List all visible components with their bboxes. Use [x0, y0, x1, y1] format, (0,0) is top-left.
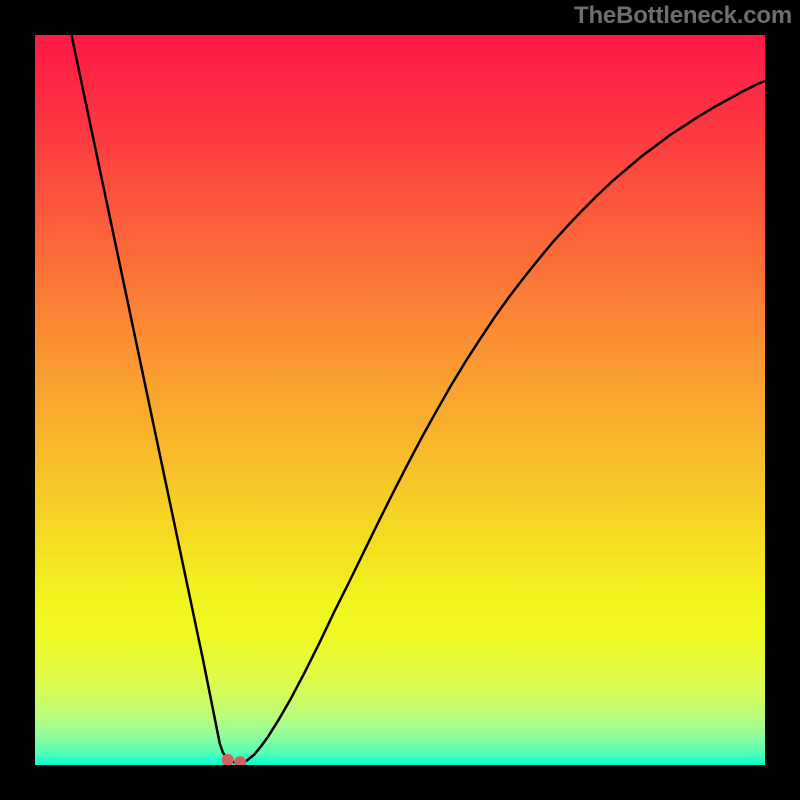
chart-container: TheBottleneck.com: [0, 0, 800, 800]
plot-svg: [35, 35, 765, 765]
watermark-text: TheBottleneck.com: [574, 2, 792, 30]
plot-area: [35, 35, 765, 765]
